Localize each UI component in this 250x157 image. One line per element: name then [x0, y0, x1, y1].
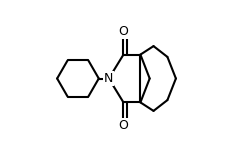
Text: O: O	[118, 25, 128, 38]
Text: O: O	[118, 119, 128, 132]
Text: N: N	[104, 72, 114, 85]
